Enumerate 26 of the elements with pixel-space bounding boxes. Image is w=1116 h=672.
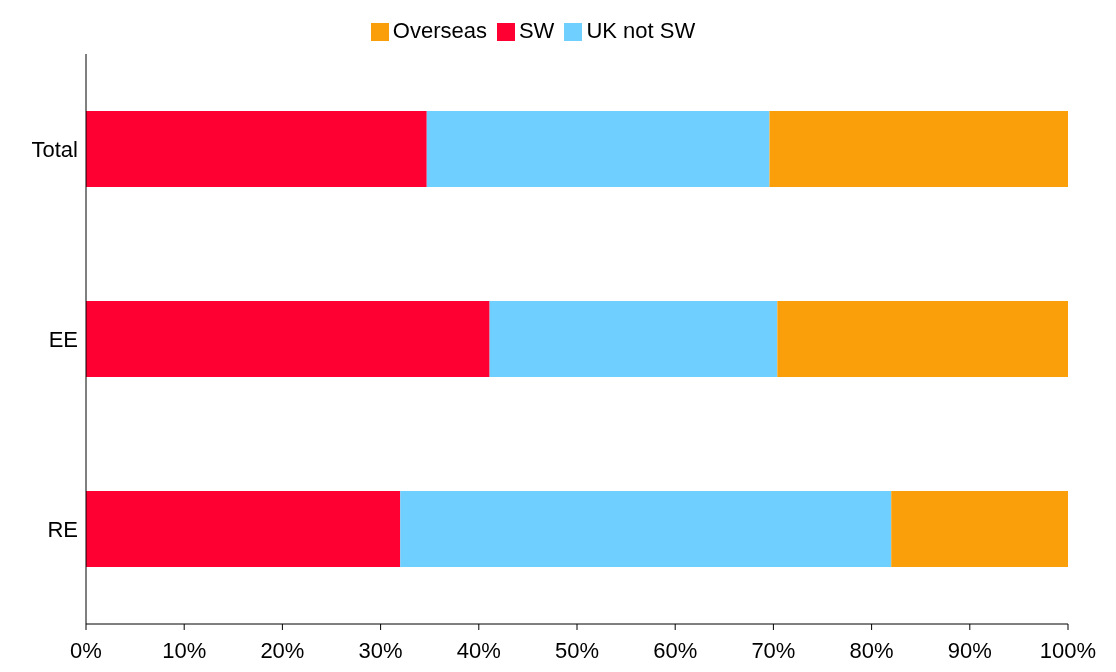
bar bbox=[86, 111, 427, 187]
x-tick-label: 50% bbox=[554, 637, 600, 663]
bar bbox=[426, 111, 770, 187]
bar bbox=[891, 491, 1068, 567]
bar bbox=[86, 301, 490, 377]
bar bbox=[86, 491, 401, 567]
x-tick-label: 10% bbox=[162, 637, 207, 663]
x-tick-label: 60% bbox=[653, 637, 698, 663]
bar bbox=[777, 301, 1068, 377]
x-tick-label: 30% bbox=[358, 637, 403, 663]
x-tick-label: 80% bbox=[849, 637, 894, 663]
x-tick-label: 40% bbox=[456, 637, 501, 663]
x-tick-label: 0% bbox=[70, 637, 102, 663]
x-tick-label: 20% bbox=[260, 637, 305, 663]
bar bbox=[489, 301, 778, 377]
legend-label: Overseas bbox=[392, 18, 487, 43]
y-tick-label: RE bbox=[47, 516, 78, 542]
x-tick-label: 70% bbox=[751, 637, 796, 663]
bar bbox=[400, 491, 892, 567]
legend-label: UK not SW bbox=[586, 18, 696, 43]
x-tick-label: 90% bbox=[947, 637, 992, 663]
y-tick-label: Total bbox=[31, 136, 78, 162]
x-tick-label: 100% bbox=[1039, 637, 1097, 663]
bar bbox=[769, 111, 1068, 187]
y-tick-label: EE bbox=[48, 326, 78, 352]
legend-label: SW bbox=[518, 18, 555, 43]
